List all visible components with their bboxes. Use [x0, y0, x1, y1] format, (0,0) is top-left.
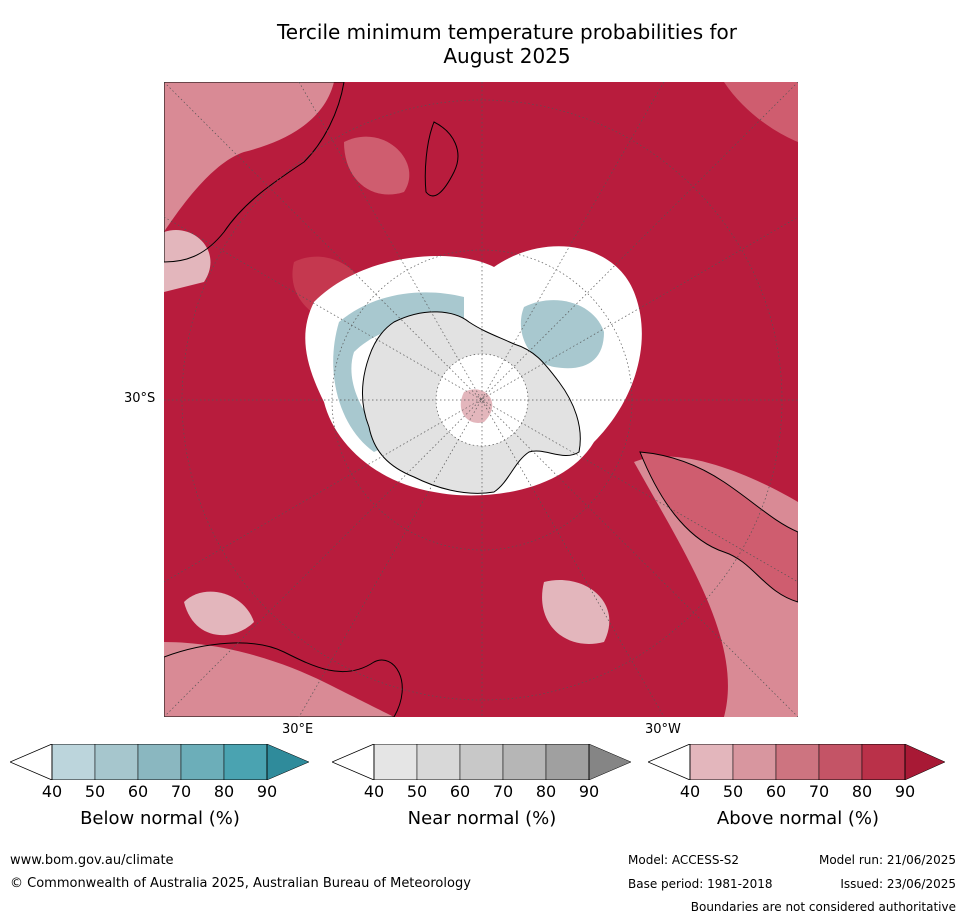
colorbar-below-normal-segment-50-60: [94, 744, 139, 780]
graticule: [164, 82, 798, 717]
colorbar-above-normal: [648, 744, 948, 780]
colorbar-below-normal-segment-40-50: [51, 744, 96, 780]
website-link[interactable]: www.bom.gov.au/climate: [10, 853, 174, 868]
longitude-label-30w: 30°W: [645, 722, 681, 737]
australia-coastline: [164, 82, 345, 263]
tick: 40: [363, 782, 385, 801]
disclaimer-text: Boundaries are not considered authoritat…: [690, 900, 956, 914]
latitude-label-30s: 30°S: [124, 391, 156, 406]
colorbar-near-normal-ticks: 40 50 60 70 80 90: [332, 782, 632, 802]
issued-text: Issued: 23/06/2025: [840, 877, 956, 891]
copyright-text: © Commonwealth of Australia 2025, Austra…: [10, 876, 471, 891]
colorbar-above-normal-segment-50-60: [732, 744, 777, 780]
title-line-1: Tercile minimum temperature probabilitie…: [276, 20, 738, 44]
tick: 40: [41, 782, 63, 801]
africa-coastline: [164, 642, 403, 717]
below-normal-region-east: [520, 300, 604, 369]
above-normal-region-w: [164, 230, 211, 292]
tick: 80: [851, 782, 873, 801]
colorbar-above-normal-label: Above normal (%): [716, 808, 880, 829]
colorbar-below-normal-segment-70-80: [180, 744, 225, 780]
new-zealand-coastline: [424, 121, 459, 197]
tick: 70: [492, 782, 514, 801]
title-line-2: August 2025: [443, 44, 571, 68]
colorbar-below-normal-segment-80-90: [223, 744, 268, 780]
colorbar-near-normal-label: Near normal (%): [407, 808, 557, 829]
tick: 90: [256, 782, 278, 801]
tick: 60: [127, 782, 149, 801]
map-title: Tercile minimum temperature probabilitie…: [164, 20, 850, 68]
colorbar-above-normal-under-arrow: [648, 744, 691, 780]
above-normal-patch-south: [542, 580, 610, 644]
above-normal-region-ne: [724, 82, 798, 142]
tick: 50: [722, 782, 744, 801]
colorbar-above-normal-over-arrow: [904, 744, 946, 780]
colorbar-below-normal: [10, 744, 310, 780]
tick: 50: [406, 782, 428, 801]
colorbar-near-normal-over-arrow: [588, 744, 632, 780]
colorbar-above-normal-segment-80-90: [861, 744, 906, 780]
above-normal-antarctic-interior: [460, 389, 493, 423]
tick: 80: [213, 782, 235, 801]
tick: 70: [808, 782, 830, 801]
colorbar-below-normal-graphic: [10, 744, 310, 780]
colorbar-near-normal-segment-80-90: [545, 744, 590, 780]
tick: 60: [449, 782, 471, 801]
map-canvas: [164, 82, 798, 717]
colorbar-below-normal-segment-60-70: [137, 744, 182, 780]
tick: 40: [679, 782, 701, 801]
longitude-label-30e: 30°E: [282, 722, 314, 737]
base-period-text: Base period: 1981-2018: [628, 877, 773, 891]
colorbar-above-normal-segment-60-70: [775, 744, 820, 780]
below-normal-region-west: [333, 292, 464, 452]
south-america-landmass: [639, 451, 798, 603]
colorbar-near-normal-segment-50-60: [416, 744, 461, 780]
tick: 50: [84, 782, 106, 801]
colorbar-above-normal-graphic: [648, 744, 946, 780]
tick: 90: [578, 782, 600, 801]
colorbar-above-normal-segment-40-50: [689, 744, 734, 780]
tick: 80: [535, 782, 557, 801]
colorbar-near-normal-segment-70-80: [502, 744, 547, 780]
tick: 90: [894, 782, 916, 801]
colorbar-below-normal-label: Below normal (%): [80, 808, 240, 829]
colorbar-above-normal-ticks: 40 50 60 70 80 90: [648, 782, 948, 802]
colorbar-above-normal-segment-70-80: [818, 744, 863, 780]
tick: 70: [170, 782, 192, 801]
colorbar-near-normal-segment-40-50: [373, 744, 418, 780]
colorbar-below-normal-under-arrow: [10, 744, 53, 780]
colorbar-near-normal: [332, 744, 632, 780]
polar-map[interactable]: [164, 82, 798, 717]
above-normal-patch: [184, 591, 254, 636]
model-run-text: Model run: 21/06/2025: [818, 853, 956, 867]
above-normal-region-nw: [164, 82, 334, 232]
tick: 60: [765, 782, 787, 801]
colorbar-near-normal-graphic: [332, 744, 632, 780]
colorbar-below-normal-over-arrow: [266, 744, 310, 780]
colorbar-below-normal-ticks: 40 50 60 70 80 90: [10, 782, 310, 802]
model-text: Model: ACCESS-S2: [628, 853, 740, 867]
above-normal-region-sw: [164, 642, 394, 717]
colorbar-near-normal-under-arrow: [332, 744, 375, 780]
colorbar-near-normal-segment-60-70: [459, 744, 504, 780]
above-normal-patch-north: [344, 136, 410, 195]
